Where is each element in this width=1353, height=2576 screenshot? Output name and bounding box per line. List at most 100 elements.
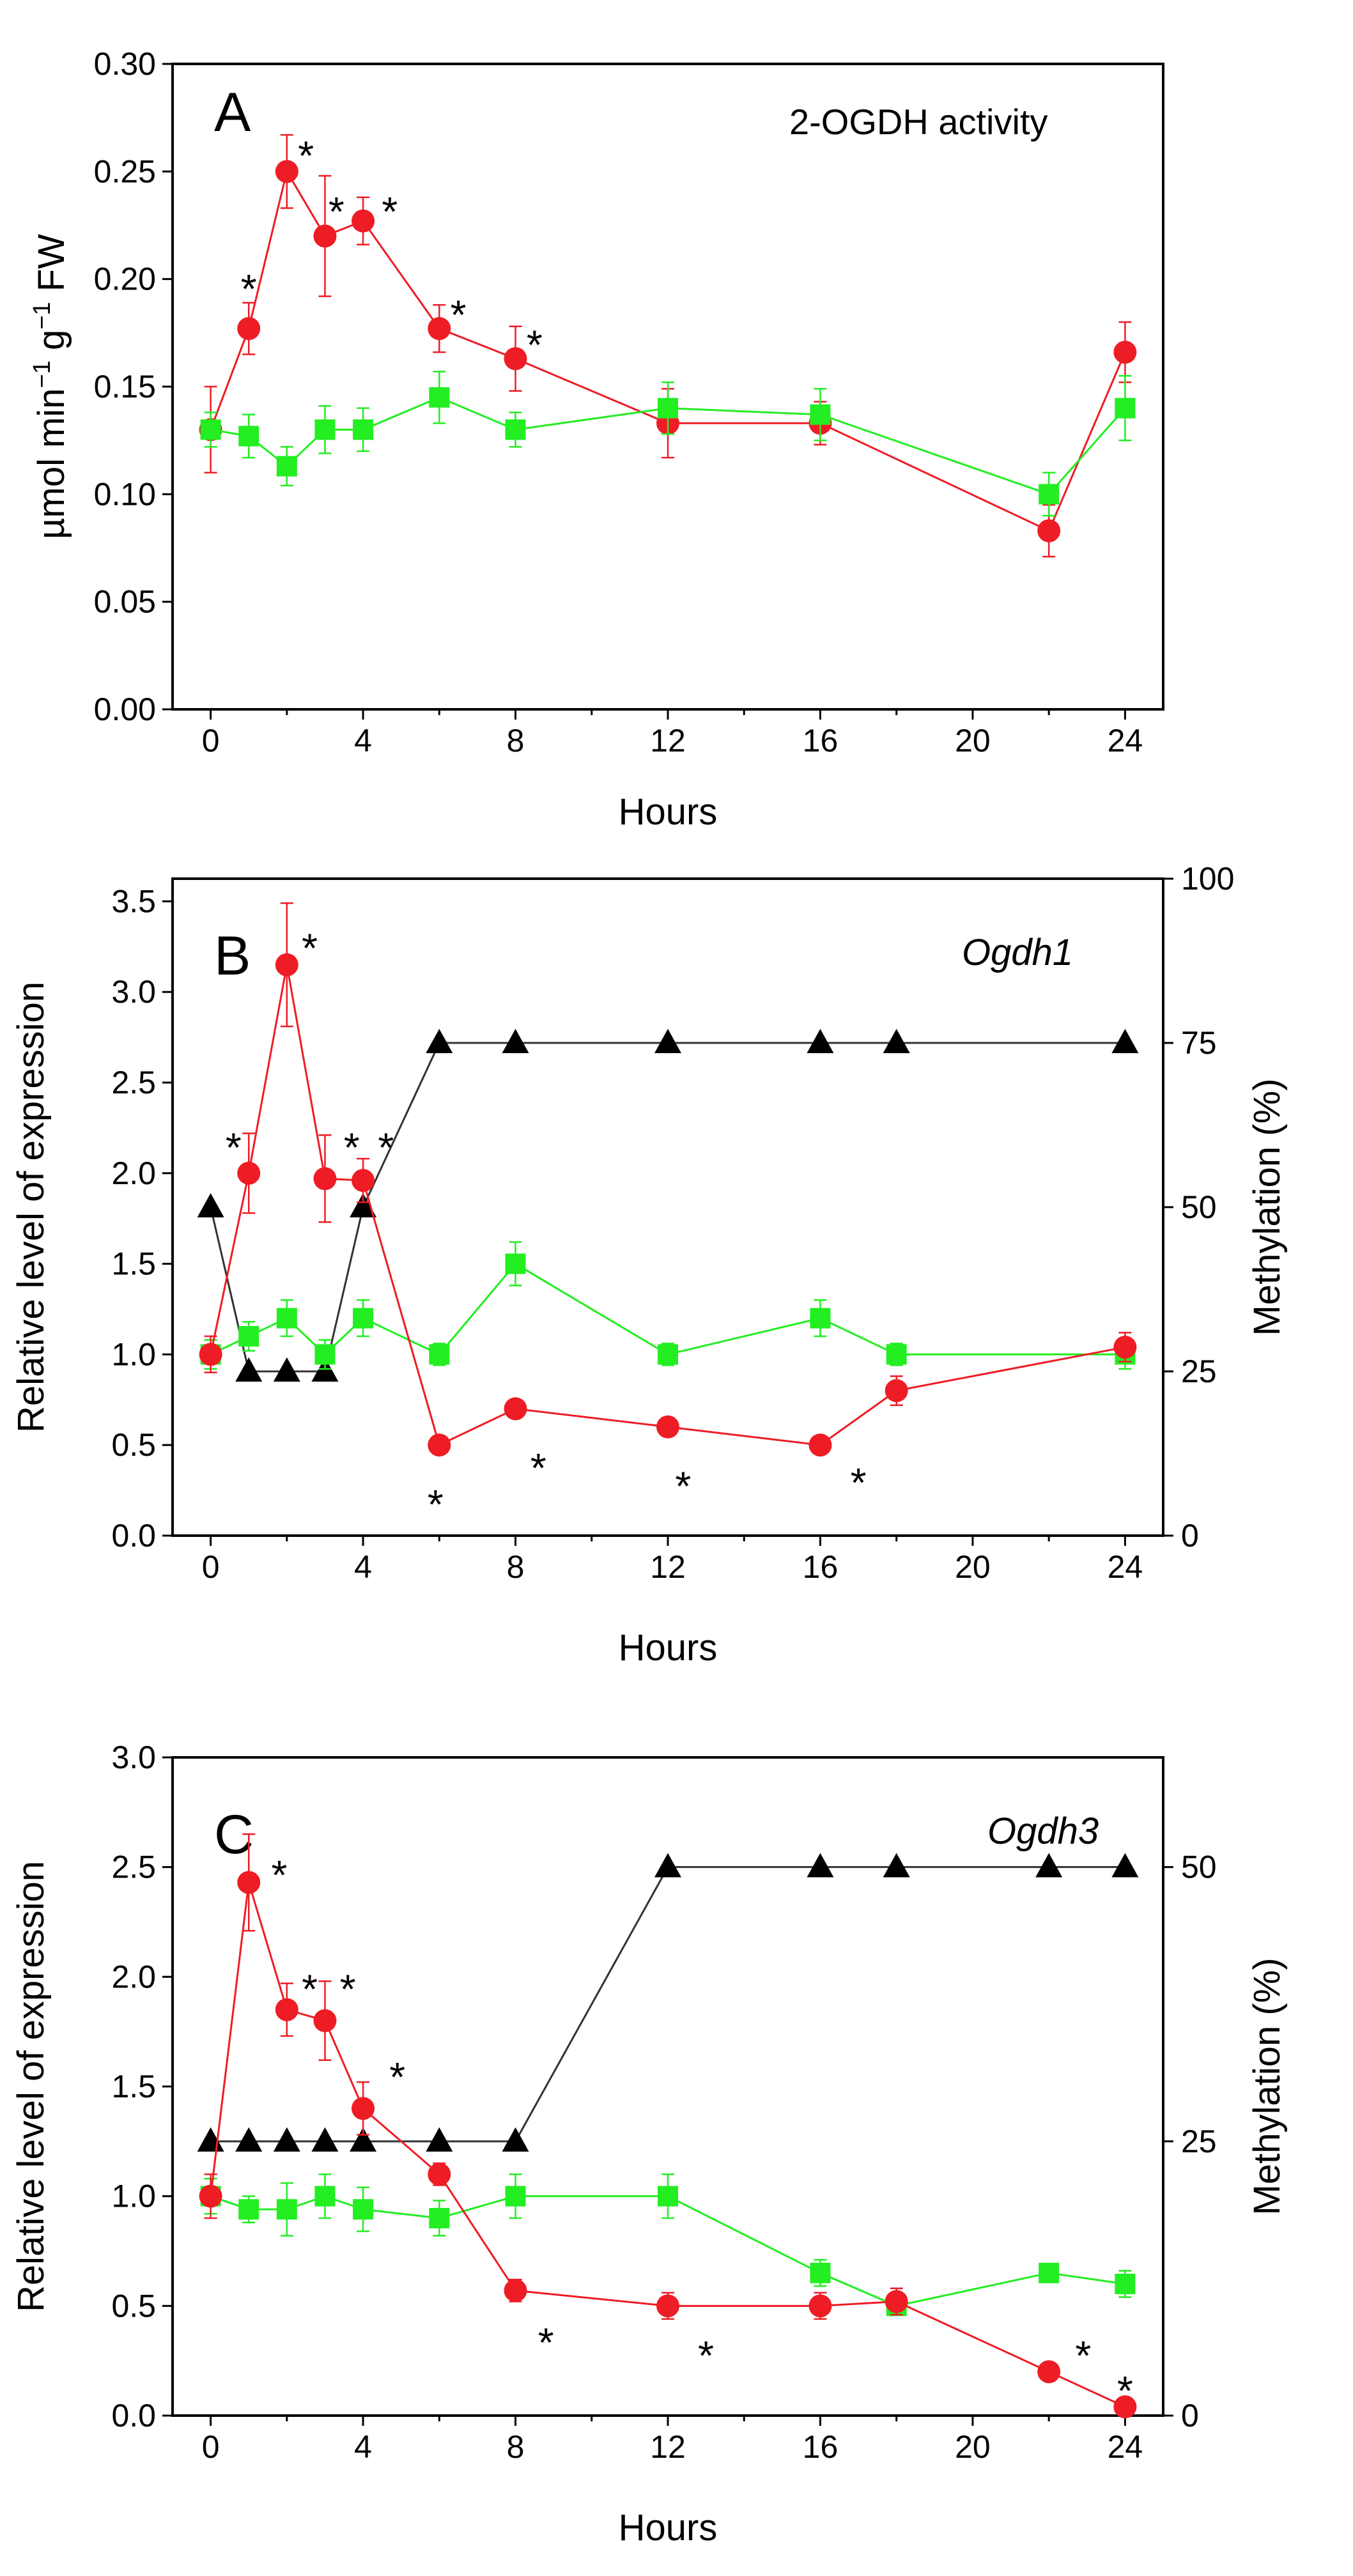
panel-b-methylation-triangles-point — [1111, 1029, 1139, 1053]
panel-c-green-squares-point — [505, 2186, 526, 2207]
panel-a-significance-star: * — [241, 266, 257, 312]
panel-a-y-tick-label: 0.15 — [94, 369, 156, 405]
panel-c-ylabel: Relative level of expression — [10, 1861, 52, 2312]
panel-b-red-circles-point — [428, 1433, 451, 1457]
panel-c-x-tick-label: 8 — [507, 2429, 525, 2465]
panel-b-methylation-triangles-point — [273, 1357, 300, 1382]
panel-b-significance-star: * — [226, 1124, 242, 1170]
panel-c-y-tick-label: 0.5 — [111, 2288, 156, 2324]
panel-a-xlabel: Hours — [619, 791, 718, 833]
panel-b-y-right-tick-label: 100 — [1181, 861, 1234, 897]
panel-b-x-tick-label: 20 — [955, 1549, 991, 1585]
panel-a-red-circles-line — [210, 169, 1126, 532]
panel-b: Relative level of expression Methylation… — [10, 861, 1288, 1669]
panel-c-y-tick-label: 0.0 — [111, 2398, 156, 2433]
panel-c-y-right-tick-label: 25 — [1181, 2124, 1217, 2159]
panel-a-y-tick-label: 0.10 — [94, 476, 156, 512]
panel-c-green-squares-point — [1039, 2262, 1060, 2283]
panel-c-green-squares-point — [276, 2199, 297, 2220]
panel-b-annotation: Ogdh1 — [962, 932, 1073, 973]
panel-c-significance-star: * — [302, 1966, 318, 2012]
panel-a-y-tick-label: 0.30 — [94, 46, 156, 82]
panel-b-methylation-triangles-point — [426, 1029, 453, 1053]
panel-c-x-tick-label: 4 — [354, 2429, 372, 2465]
panel-b-red-circles-point — [504, 1397, 527, 1421]
panel-c: Relative level of expression Methylation… — [10, 1739, 1288, 2549]
panel-a-y-tick-label: 0.00 — [94, 691, 156, 727]
panel-b-methylation-triangles-point — [235, 1357, 263, 1382]
panel-b-red-circles-point — [808, 1433, 832, 1457]
panel-b-x-tick-label: 16 — [803, 1549, 839, 1585]
panel-b-y-tick-label: 1.0 — [111, 1336, 156, 1372]
panel-b-methylation-triangles-point — [197, 1193, 224, 1217]
panel-c-methylation-triangles-point — [311, 2127, 339, 2152]
panel-b-ylabel: Relative level of expression — [10, 982, 52, 1433]
panel-c-y-tick-label: 2.0 — [111, 1959, 156, 1994]
panel-a-green-squares-point — [429, 387, 450, 408]
panel-c-red-circles-point — [808, 2294, 832, 2318]
panel-a-green-squares-point — [276, 456, 297, 477]
panel-b-green-squares-point — [276, 1307, 297, 1329]
panel-b-green-squares-point — [658, 1344, 678, 1365]
panel-c-red-circles-point — [237, 1870, 261, 1894]
panel-a-annotation: 2-OGDH activity — [789, 102, 1048, 142]
panel-a-green-squares-point — [314, 419, 336, 440]
panel-c-annotation: Ogdh3 — [987, 1810, 1099, 1852]
panel-c-methylation-triangles-point — [654, 1853, 681, 1878]
panel-a-x-tick-label: 8 — [507, 723, 525, 759]
panel-b-significance-star: * — [428, 1481, 444, 1527]
panel-c-y-tick-label: 3.0 — [111, 1739, 156, 1775]
panel-c-red-circles-line — [210, 1882, 1126, 2408]
panel-c-y-right-tick-label: 50 — [1181, 1849, 1217, 1885]
panel-b-green-squares-point — [353, 1307, 374, 1329]
panel-c-y-tick-label: 2.5 — [111, 1849, 156, 1885]
panel-b-red-circles-point — [275, 953, 298, 976]
panel-a-significance-star: * — [527, 322, 543, 368]
panel-a-red-circles-point — [352, 209, 375, 233]
panel-c-significance-star: * — [389, 2054, 405, 2100]
panel-c-methylation-triangles-point — [1111, 1853, 1139, 1878]
panel-b-significance-star: * — [851, 1460, 867, 1506]
panel-c-methylation-triangles-point — [235, 2127, 263, 2152]
panel-b-x-tick-label: 4 — [354, 1549, 372, 1585]
panel-c-methylation-triangles-point — [350, 2127, 377, 2152]
panel-c-significance-star: * — [271, 1852, 287, 1898]
panel-b-significance-star: * — [344, 1124, 360, 1170]
panel-b-y-right-tick-label: 25 — [1181, 1354, 1217, 1389]
panel-a-x-tick-label: 16 — [803, 723, 839, 759]
panel-b-methylation-triangles-point — [807, 1029, 834, 1053]
panel-a-y-tick-label: 0.05 — [94, 584, 156, 620]
panel-c-methylation-triangles-point — [197, 2127, 224, 2152]
panel-b-y-right-tick-label: 50 — [1181, 1189, 1217, 1225]
panel-c-significance-star: * — [340, 1966, 356, 2012]
panel-a-red-circles-point — [1113, 341, 1137, 364]
panel-a-x-tick-label: 4 — [354, 723, 372, 759]
panel-b-green-squares-point — [238, 1326, 259, 1347]
panel-b-y-right-tick-label: 75 — [1181, 1025, 1217, 1061]
panel-b-red-circles-point — [313, 1167, 337, 1191]
panel-b-red-circles-point — [199, 1343, 222, 1366]
panel-a-green-squares-point — [658, 397, 678, 419]
panel-a-red-circles-point — [237, 317, 261, 341]
panel-c-green-squares-point — [353, 2199, 374, 2220]
panel-c-red-circles-point — [313, 2009, 337, 2032]
panel-b-x-tick-label: 12 — [650, 1549, 686, 1585]
panel-c-red-circles-point — [656, 2294, 679, 2318]
panel-c-green-squares-point — [314, 2186, 336, 2207]
panel-b-green-squares-point — [314, 1344, 336, 1365]
panel-a-red-circles-point — [1037, 519, 1061, 543]
panel-b-y-right-tick-label: 0 — [1181, 1518, 1199, 1554]
panel-a-x-tick-label: 0 — [202, 723, 220, 759]
panel-c-green-squares-point — [238, 2199, 259, 2220]
panel-a-red-circles-point — [275, 160, 298, 183]
panel-a-green-squares-point — [353, 419, 374, 440]
panel-c-red-circles-point — [352, 2097, 375, 2120]
panel-c-green-squares-point — [658, 2186, 678, 2207]
panel-a-ylabel: µmol min−1 g−1 FW — [29, 234, 72, 539]
panel-c-methylation-triangles-point — [426, 2127, 453, 2152]
panel-b-y-tick-label: 2.0 — [111, 1155, 156, 1191]
panel-c-red-circles-point — [428, 2163, 451, 2186]
panel-c-y-tick-label: 1.5 — [111, 2069, 156, 2104]
panel-a-green-squares-point — [810, 404, 831, 425]
